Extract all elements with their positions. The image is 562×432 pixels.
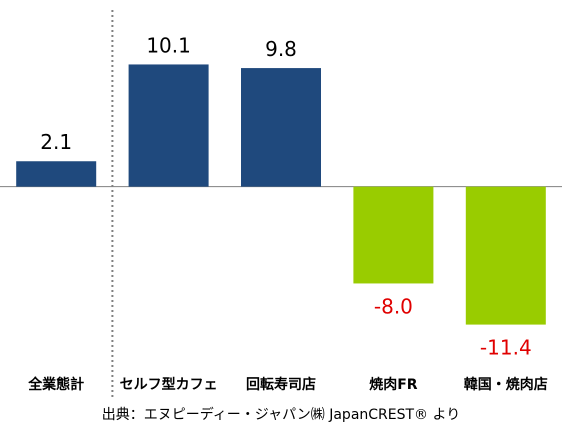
bar bbox=[16, 161, 97, 187]
data-label: 9.8 bbox=[265, 37, 297, 61]
data-label: -11.4 bbox=[480, 336, 532, 360]
category-label: セルフ型カフェ bbox=[120, 376, 218, 393]
category-label: 回転寿司店 bbox=[246, 376, 316, 393]
bar bbox=[241, 68, 321, 187]
category-label: 焼肉FR bbox=[369, 376, 418, 393]
data-label: -8.0 bbox=[374, 294, 413, 318]
category-label: 全業態計 bbox=[27, 376, 84, 393]
bar bbox=[128, 64, 209, 187]
category-label: 韓国・焼肉店 bbox=[464, 376, 548, 393]
data-label: 2.1 bbox=[40, 130, 72, 154]
bar bbox=[465, 186, 546, 325]
source-note: 出典：エヌピーディー・ジャパン㈱ JapanCREST® より bbox=[101, 407, 461, 423]
data-label: 10.1 bbox=[146, 33, 191, 57]
bar bbox=[353, 186, 434, 284]
